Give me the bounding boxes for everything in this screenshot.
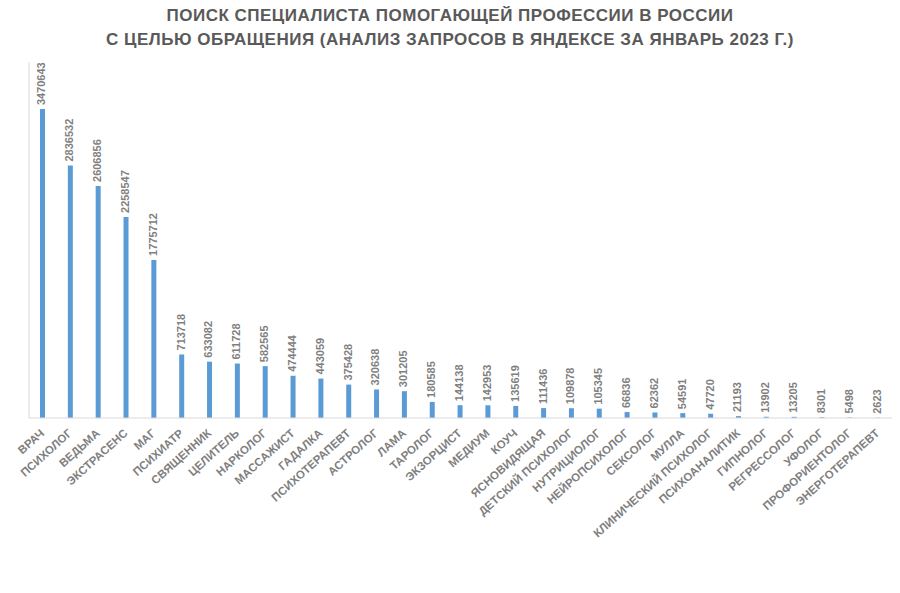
svg-text:СВЯЩЕННИК: СВЯЩЕННИК: [148, 426, 214, 487]
svg-text:ДЕТСКИЙ ПСИХОЛОГ: ДЕТСКИЙ ПСИХОЛОГ: [476, 426, 576, 518]
svg-text:ЦЕЛИТЕЛЬ: ЦЕЛИТЕЛЬ: [186, 426, 242, 479]
svg-text:144138: 144138: [453, 364, 465, 401]
svg-text:СЕКСОЛОГ: СЕКСОЛОГ: [603, 426, 659, 478]
svg-text:ВЕДЬМА: ВЕДЬМА: [56, 426, 102, 470]
svg-text:47720: 47720: [704, 379, 716, 410]
svg-text:8301: 8301: [815, 389, 827, 413]
svg-text:180585: 180585: [425, 361, 437, 398]
svg-text:111436: 111436: [537, 369, 549, 405]
svg-text:135619: 135619: [509, 365, 521, 402]
svg-text:375428: 375428: [342, 344, 354, 381]
svg-text:5498: 5498: [843, 389, 855, 413]
svg-text:474444: 474444: [286, 334, 298, 372]
svg-text:МУЛЛА: МУЛЛА: [648, 426, 687, 463]
svg-text:62362: 62362: [648, 378, 660, 409]
html-text:ПОИСК СПЕЦИАЛИСТА ПОМОГАЮЩЕЙ П: ПОИСК СПЕЦИАЛИСТА ПОМОГАЮЩЕЙ ПРОФЕССИИ В…: [166, 6, 734, 25]
svg-text:301205: 301205: [397, 350, 409, 387]
svg-text:2836532: 2836532: [63, 119, 75, 162]
svg-text:142953: 142953: [481, 365, 493, 402]
svg-text:105345: 105345: [592, 368, 604, 405]
svg-text:ЭКЗОРЦИСТ: ЭКЗОРЦИСТ: [403, 426, 464, 484]
svg-text:АСТРОЛОГ: АСТРОЛОГ: [326, 427, 381, 478]
svg-text:ЯСНОВИДЯЩАЯ: ЯСНОВИДЯЩАЯ: [468, 426, 548, 500]
svg-text:ТАРОЛОГ: ТАРОЛОГ: [387, 426, 436, 473]
svg-text:2606856: 2606856: [91, 139, 103, 182]
svg-text:13902: 13902: [759, 382, 771, 413]
svg-text:МАГ: МАГ: [131, 426, 158, 453]
svg-text:66836: 66836: [620, 377, 632, 408]
svg-text:КЛИНИЧЕСКИЙ ПСИХОЛОГ: КЛИНИЧЕСКИЙ ПСИХОЛОГ: [591, 427, 715, 540]
svg-text:109878: 109878: [564, 368, 576, 405]
svg-text:ПСИХИАТР: ПСИХИАТР: [130, 426, 186, 478]
svg-text:713718: 713718: [175, 314, 187, 351]
svg-text:2623: 2623: [871, 389, 883, 413]
svg-text:ГИПНОЛОГ: ГИПНОЛОГ: [714, 426, 771, 479]
svg-text:УФОЛОГ: УФОЛОГ: [781, 426, 826, 469]
svg-text:ЭНЕРГОТЕРАПЕВТ: ЭНЕРГОТЕРАПЕВТ: [794, 427, 882, 508]
svg-text:320638: 320638: [369, 349, 381, 386]
svg-text:ВРАЧ: ВРАЧ: [15, 426, 47, 457]
svg-text:ЛАМА: ЛАМА: [374, 426, 409, 459]
svg-text:21193: 21193: [731, 382, 743, 412]
svg-text:ЭКСТРАСЕНС: ЭКСТРАСЕНС: [64, 427, 130, 488]
svg-text:ПСИХОТЕРАПЕВТ: ПСИХОТЕРАПЕВТ: [269, 426, 353, 504]
svg-text:ПСИХОЛОГ: ПСИХОЛОГ: [18, 426, 75, 479]
svg-text:НЕЙРОПСИХОЛОГ: НЕЙРОПСИХОЛОГ: [544, 426, 631, 507]
svg-text:НУТРИЦИОЛОГ: НУТРИЦИОЛОГ: [530, 426, 604, 495]
svg-text:54591: 54591: [676, 379, 688, 410]
svg-text:МЕДИУМ: МЕДИУМ: [446, 427, 492, 470]
svg-text:РЕГРЕССОЛОГ: РЕГРЕССОЛОГ: [726, 426, 798, 494]
svg-text:ПРОФОРИЕНТОЛОГ: ПРОФОРИЕНТОЛОГ: [760, 426, 854, 513]
svg-text:633082: 633082: [202, 321, 214, 358]
svg-text:КОУЧ: КОУЧ: [488, 426, 520, 457]
html-text:С ЦЕЛЬЮ ОБРАЩЕНИЯ (АНАЛИЗ ЗАПР: С ЦЕЛЬЮ ОБРАЩЕНИЯ (АНАЛИЗ ЗАПРОСОВ В ЯНД…: [106, 30, 794, 49]
svg-text:13205: 13205: [787, 382, 799, 413]
svg-text:582565: 582565: [258, 325, 270, 362]
svg-text:3470643: 3470643: [35, 62, 47, 105]
svg-text:611728: 611728: [230, 323, 242, 359]
svg-text:НАРКОЛОГ: НАРКОЛОГ: [213, 426, 269, 479]
svg-text:ПСИХОАНАЛИТИК: ПСИХОАНАЛИТИК: [656, 426, 743, 506]
svg-text:2258547: 2258547: [119, 170, 131, 213]
svg-text:МАССАЖИСТ: МАССАЖИСТ: [232, 426, 297, 487]
svg-text:ГАДАЛКА: ГАДАЛКА: [276, 426, 325, 473]
svg-text:443059: 443059: [314, 338, 326, 375]
svg-text:1775712: 1775712: [147, 213, 159, 256]
